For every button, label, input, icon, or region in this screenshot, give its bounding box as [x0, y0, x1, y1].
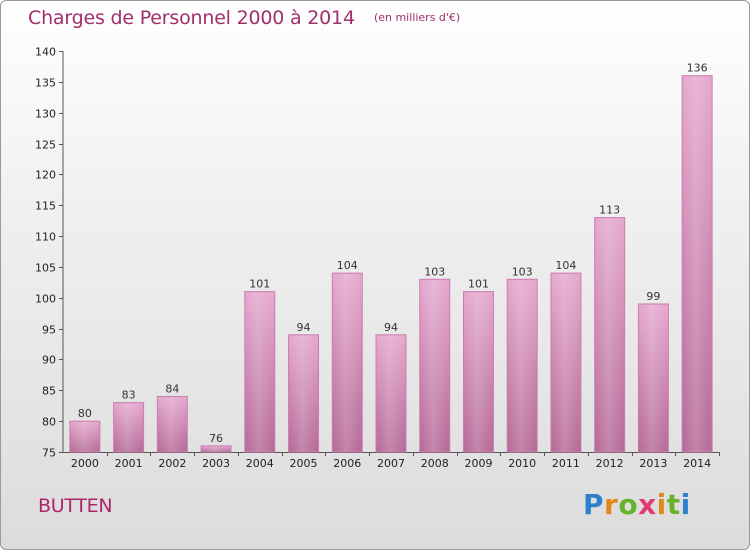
bar-shine-2010 — [508, 280, 537, 452]
x-tick-label: 2012 — [596, 457, 624, 470]
bar-shine-2001 — [114, 403, 143, 452]
bar-shine-2007 — [377, 335, 405, 452]
y-tick-label: 110 — [35, 231, 56, 244]
y-tick-label: 100 — [35, 293, 56, 306]
data-label-2010: 103 — [512, 265, 533, 278]
data-label-2004: 101 — [249, 278, 270, 291]
data-label-2002: 84 — [165, 382, 179, 395]
bar-shine-2006 — [333, 274, 362, 452]
data-label-2007: 94 — [384, 321, 398, 334]
y-axis: 75 80 85 90 95 100 105 110 115 120 125 130 135 140 — [35, 46, 64, 460]
x-tick-label: 2002 — [158, 457, 186, 470]
y-tick-label: 75 — [42, 447, 56, 460]
commune-name: BUTTEN — [38, 495, 113, 517]
y-tick-label: 125 — [35, 139, 56, 152]
y-tick-label: 130 — [35, 108, 56, 121]
data-label-2011: 104 — [555, 259, 576, 272]
data-labels-group: 80 83 84 76 101 94 104 94 103 101 103 104 113 99 136 — [78, 62, 708, 445]
bar-shine-2003 — [202, 446, 231, 452]
bars-group — [69, 75, 713, 453]
y-tick-label: 140 — [35, 46, 56, 59]
x-tick-label: 2006 — [333, 457, 361, 470]
y-tick-label: 120 — [35, 169, 56, 182]
x-tick-label: 2001 — [115, 457, 143, 470]
x-tick-label: 2009 — [464, 457, 492, 470]
brand-logo: Proxiti — [583, 488, 691, 521]
data-label-2013: 99 — [646, 290, 660, 303]
bar-shine-2008 — [420, 280, 449, 452]
bar-shine-2004 — [245, 292, 274, 452]
chart-subtitle: (en milliers d'€) — [373, 11, 461, 24]
data-label-2009: 101 — [468, 278, 489, 291]
data-label-2012: 113 — [599, 204, 620, 217]
x-tick-label: 2011 — [552, 457, 580, 470]
data-label-2000: 80 — [78, 407, 92, 420]
x-tick-label: 2004 — [246, 457, 274, 470]
data-label-2003: 76 — [209, 432, 223, 445]
bar-shine-2014 — [683, 76, 712, 452]
bar-shine-2013 — [639, 304, 668, 452]
data-label-2006: 104 — [337, 259, 358, 272]
x-axis: 2000 2001 2002 2003 2004 2005 2006 2007 2008 2009… — [63, 452, 720, 470]
data-label-2005: 94 — [297, 321, 311, 334]
x-tick-label: 2003 — [202, 457, 230, 470]
y-tick-label: 80 — [42, 416, 56, 429]
x-tick-label: 2005 — [290, 457, 318, 470]
bar-shine-2002 — [158, 397, 187, 452]
data-label-2001: 83 — [122, 389, 136, 402]
x-tick-label: 2014 — [683, 457, 711, 470]
y-tick-label: 95 — [42, 324, 56, 337]
x-tick-label: 2000 — [71, 457, 99, 470]
x-tick-label: 2013 — [639, 457, 667, 470]
y-tick-label: 135 — [35, 77, 56, 90]
y-tick-label: 105 — [35, 262, 56, 275]
title-line: Charges de Personnel 2000 à 2014 (en mil… — [28, 7, 460, 29]
x-tick-label: 2007 — [377, 457, 405, 470]
data-label-2008: 103 — [424, 265, 445, 278]
bar-shine-2012 — [595, 218, 624, 452]
chart-title: Charges de Personnel 2000 à 2014 — [28, 7, 355, 29]
y-tick-label: 85 — [42, 385, 56, 398]
bar-shine-2009 — [464, 292, 493, 452]
x-tick-label: 2008 — [421, 457, 449, 470]
y-tick-label: 115 — [35, 200, 56, 213]
bar-shine-2005 — [289, 335, 318, 452]
x-tick-label: 2010 — [508, 457, 536, 470]
y-tick-label: 90 — [42, 354, 56, 367]
data-label-2014: 136 — [687, 62, 708, 75]
bar-shine-2011 — [551, 274, 580, 452]
bar-shine-2000 — [70, 422, 99, 452]
